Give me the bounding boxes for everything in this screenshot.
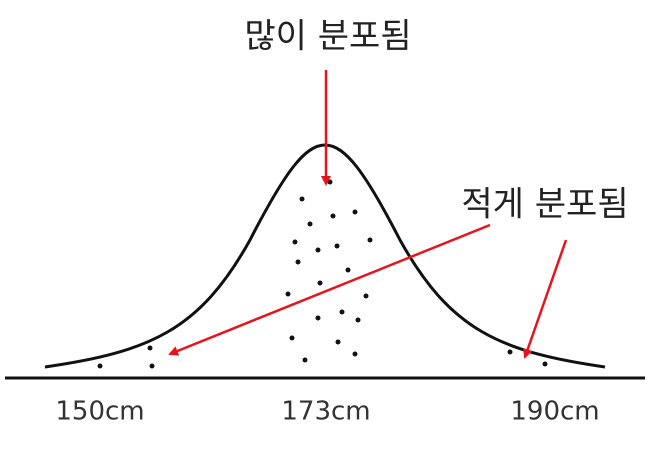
x-label: 150cm	[55, 397, 144, 427]
x-label: 173cm	[281, 397, 370, 427]
x-label: 190cm	[510, 397, 599, 427]
annotation-high: 많이 분포됨	[244, 17, 411, 57]
arrows	[168, 70, 568, 359]
annotation-low: 적게 분포됨	[461, 185, 628, 225]
dots	[97, 179, 548, 369]
